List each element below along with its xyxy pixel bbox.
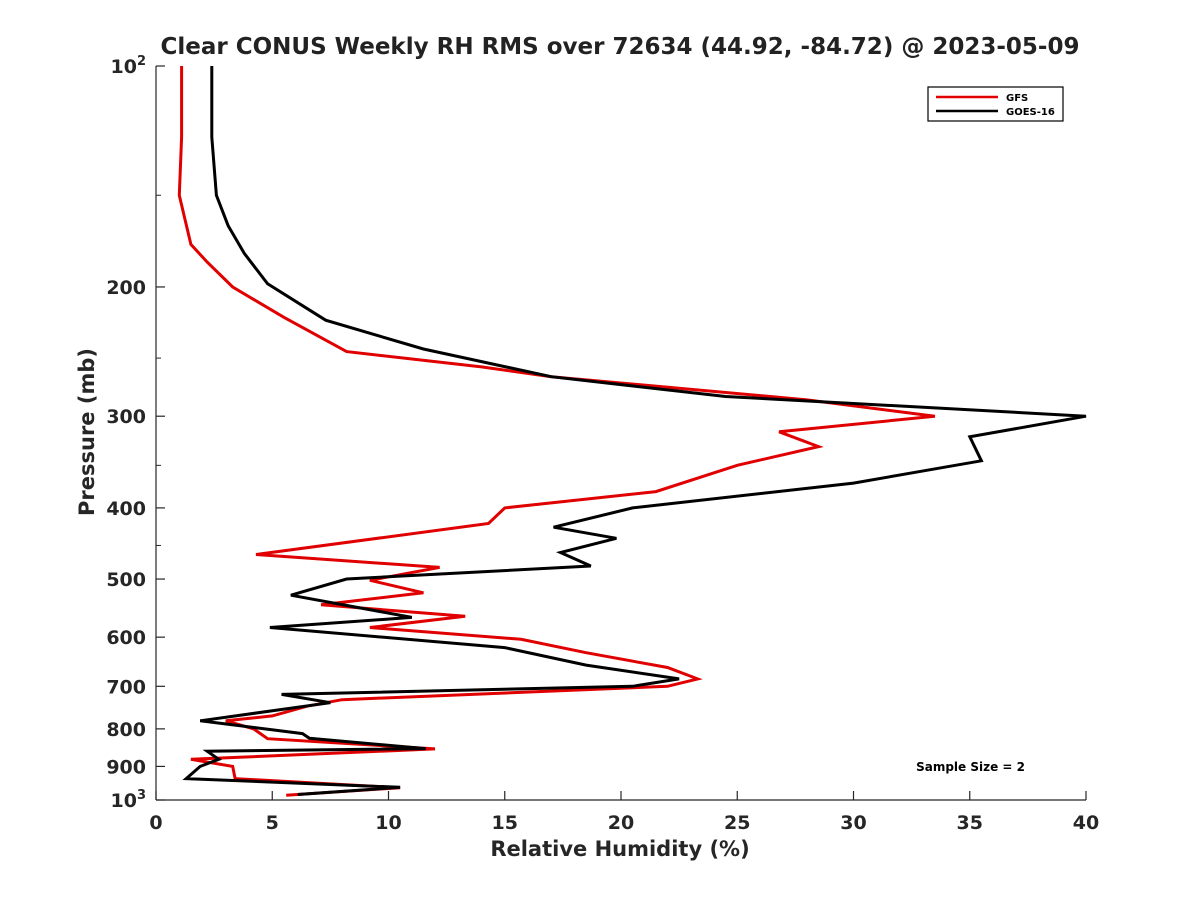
legend-label: GFS [1006,93,1028,104]
x-tick-label: 35 [957,812,983,834]
y-tick-label: 600 [106,627,146,649]
x-tick-label: 25 [724,812,750,834]
x-tick-label: 15 [492,812,518,834]
plot-area [156,66,1086,800]
sample-size-annotation: Sample Size = 2 [916,760,1025,774]
y-axis-label: Pressure (mb) [75,348,99,516]
x-tick-label: 10 [375,812,401,834]
legend-label: GOES-16 [1006,107,1055,118]
axes-layer: 0 5 10 15 20 25 30 35 40 102 200 300 400 500 600 700 800… [106,54,1099,834]
y-tick-label: 500 [106,569,146,591]
y-tick-label: 200 [106,277,146,299]
y-tick-label: 700 [106,676,146,698]
x-axis-label: Relative Humidity (%) [490,837,749,861]
x-tick-label: 5 [266,812,279,834]
y-tick-label: 103 [111,788,147,812]
chart-title: Clear CONUS Weekly RH RMS over 72634 (44… [161,34,1080,60]
y-tick-label: 800 [106,719,146,741]
series-line-goes-16 [182,66,1087,796]
x-tick-label: 40 [1073,812,1099,834]
x-tick-label: 30 [840,812,866,834]
y-tick-label: 900 [106,756,146,778]
y-tick-label: 102 [111,54,147,78]
x-tick-label: 20 [608,812,634,834]
y-tick-label: 400 [106,498,146,520]
plot-background [156,66,1086,800]
y-tick-label: 300 [106,406,146,428]
series-line-gfs [177,66,936,797]
x-tick-label: 0 [149,812,162,834]
series-layer [177,66,1087,797]
legend-box [927,86,1064,122]
legend: GFS GOES-16 [927,86,1064,122]
